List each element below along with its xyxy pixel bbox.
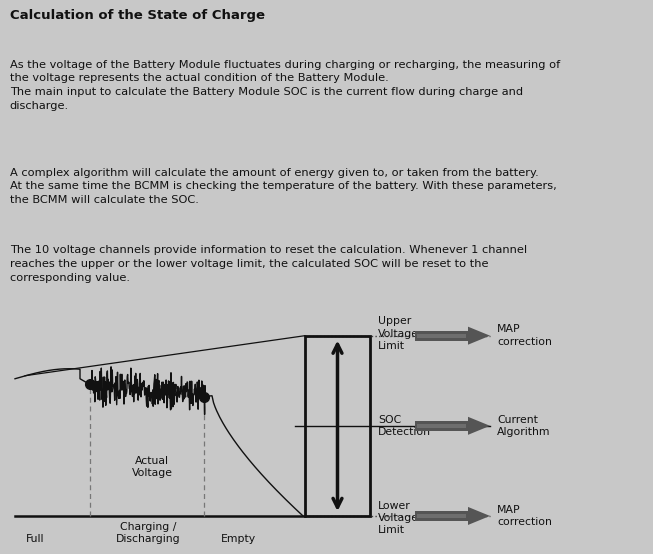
- Text: Upper
Voltage
Limit: Upper Voltage Limit: [378, 316, 419, 351]
- Bar: [417, 334, 466, 338]
- Text: Calculation of the State of Charge: Calculation of the State of Charge: [10, 9, 265, 22]
- Polygon shape: [468, 327, 490, 345]
- Bar: [417, 514, 466, 518]
- Text: Actual
Voltage: Actual Voltage: [131, 456, 172, 478]
- Bar: [415, 511, 468, 521]
- Text: A complex algorithm will calculate the amount of energy given to, or taken from : A complex algorithm will calculate the a…: [10, 167, 556, 205]
- Text: Full: Full: [25, 534, 44, 544]
- Text: Current
Algorithm: Current Algorithm: [497, 414, 550, 437]
- Bar: [417, 424, 466, 428]
- Bar: [415, 331, 468, 341]
- Text: Empty: Empty: [221, 534, 255, 544]
- Bar: [305, 336, 370, 516]
- Text: Charging /
Discharging: Charging / Discharging: [116, 521, 180, 544]
- Text: SOC
Detection: SOC Detection: [378, 414, 431, 437]
- Text: As the voltage of the Battery Module fluctuates during charging or recharging, t: As the voltage of the Battery Module flu…: [10, 60, 560, 111]
- Polygon shape: [468, 417, 490, 435]
- Bar: [415, 421, 468, 431]
- Polygon shape: [468, 507, 490, 525]
- Text: MAP
correction: MAP correction: [497, 505, 552, 527]
- Text: The 10 voltage channels provide information to reset the calculation. Whenever 1: The 10 voltage channels provide informat…: [10, 245, 527, 283]
- Text: MAP
correction: MAP correction: [497, 325, 552, 347]
- Text: Lower
Voltage
Limit: Lower Voltage Limit: [378, 501, 419, 535]
